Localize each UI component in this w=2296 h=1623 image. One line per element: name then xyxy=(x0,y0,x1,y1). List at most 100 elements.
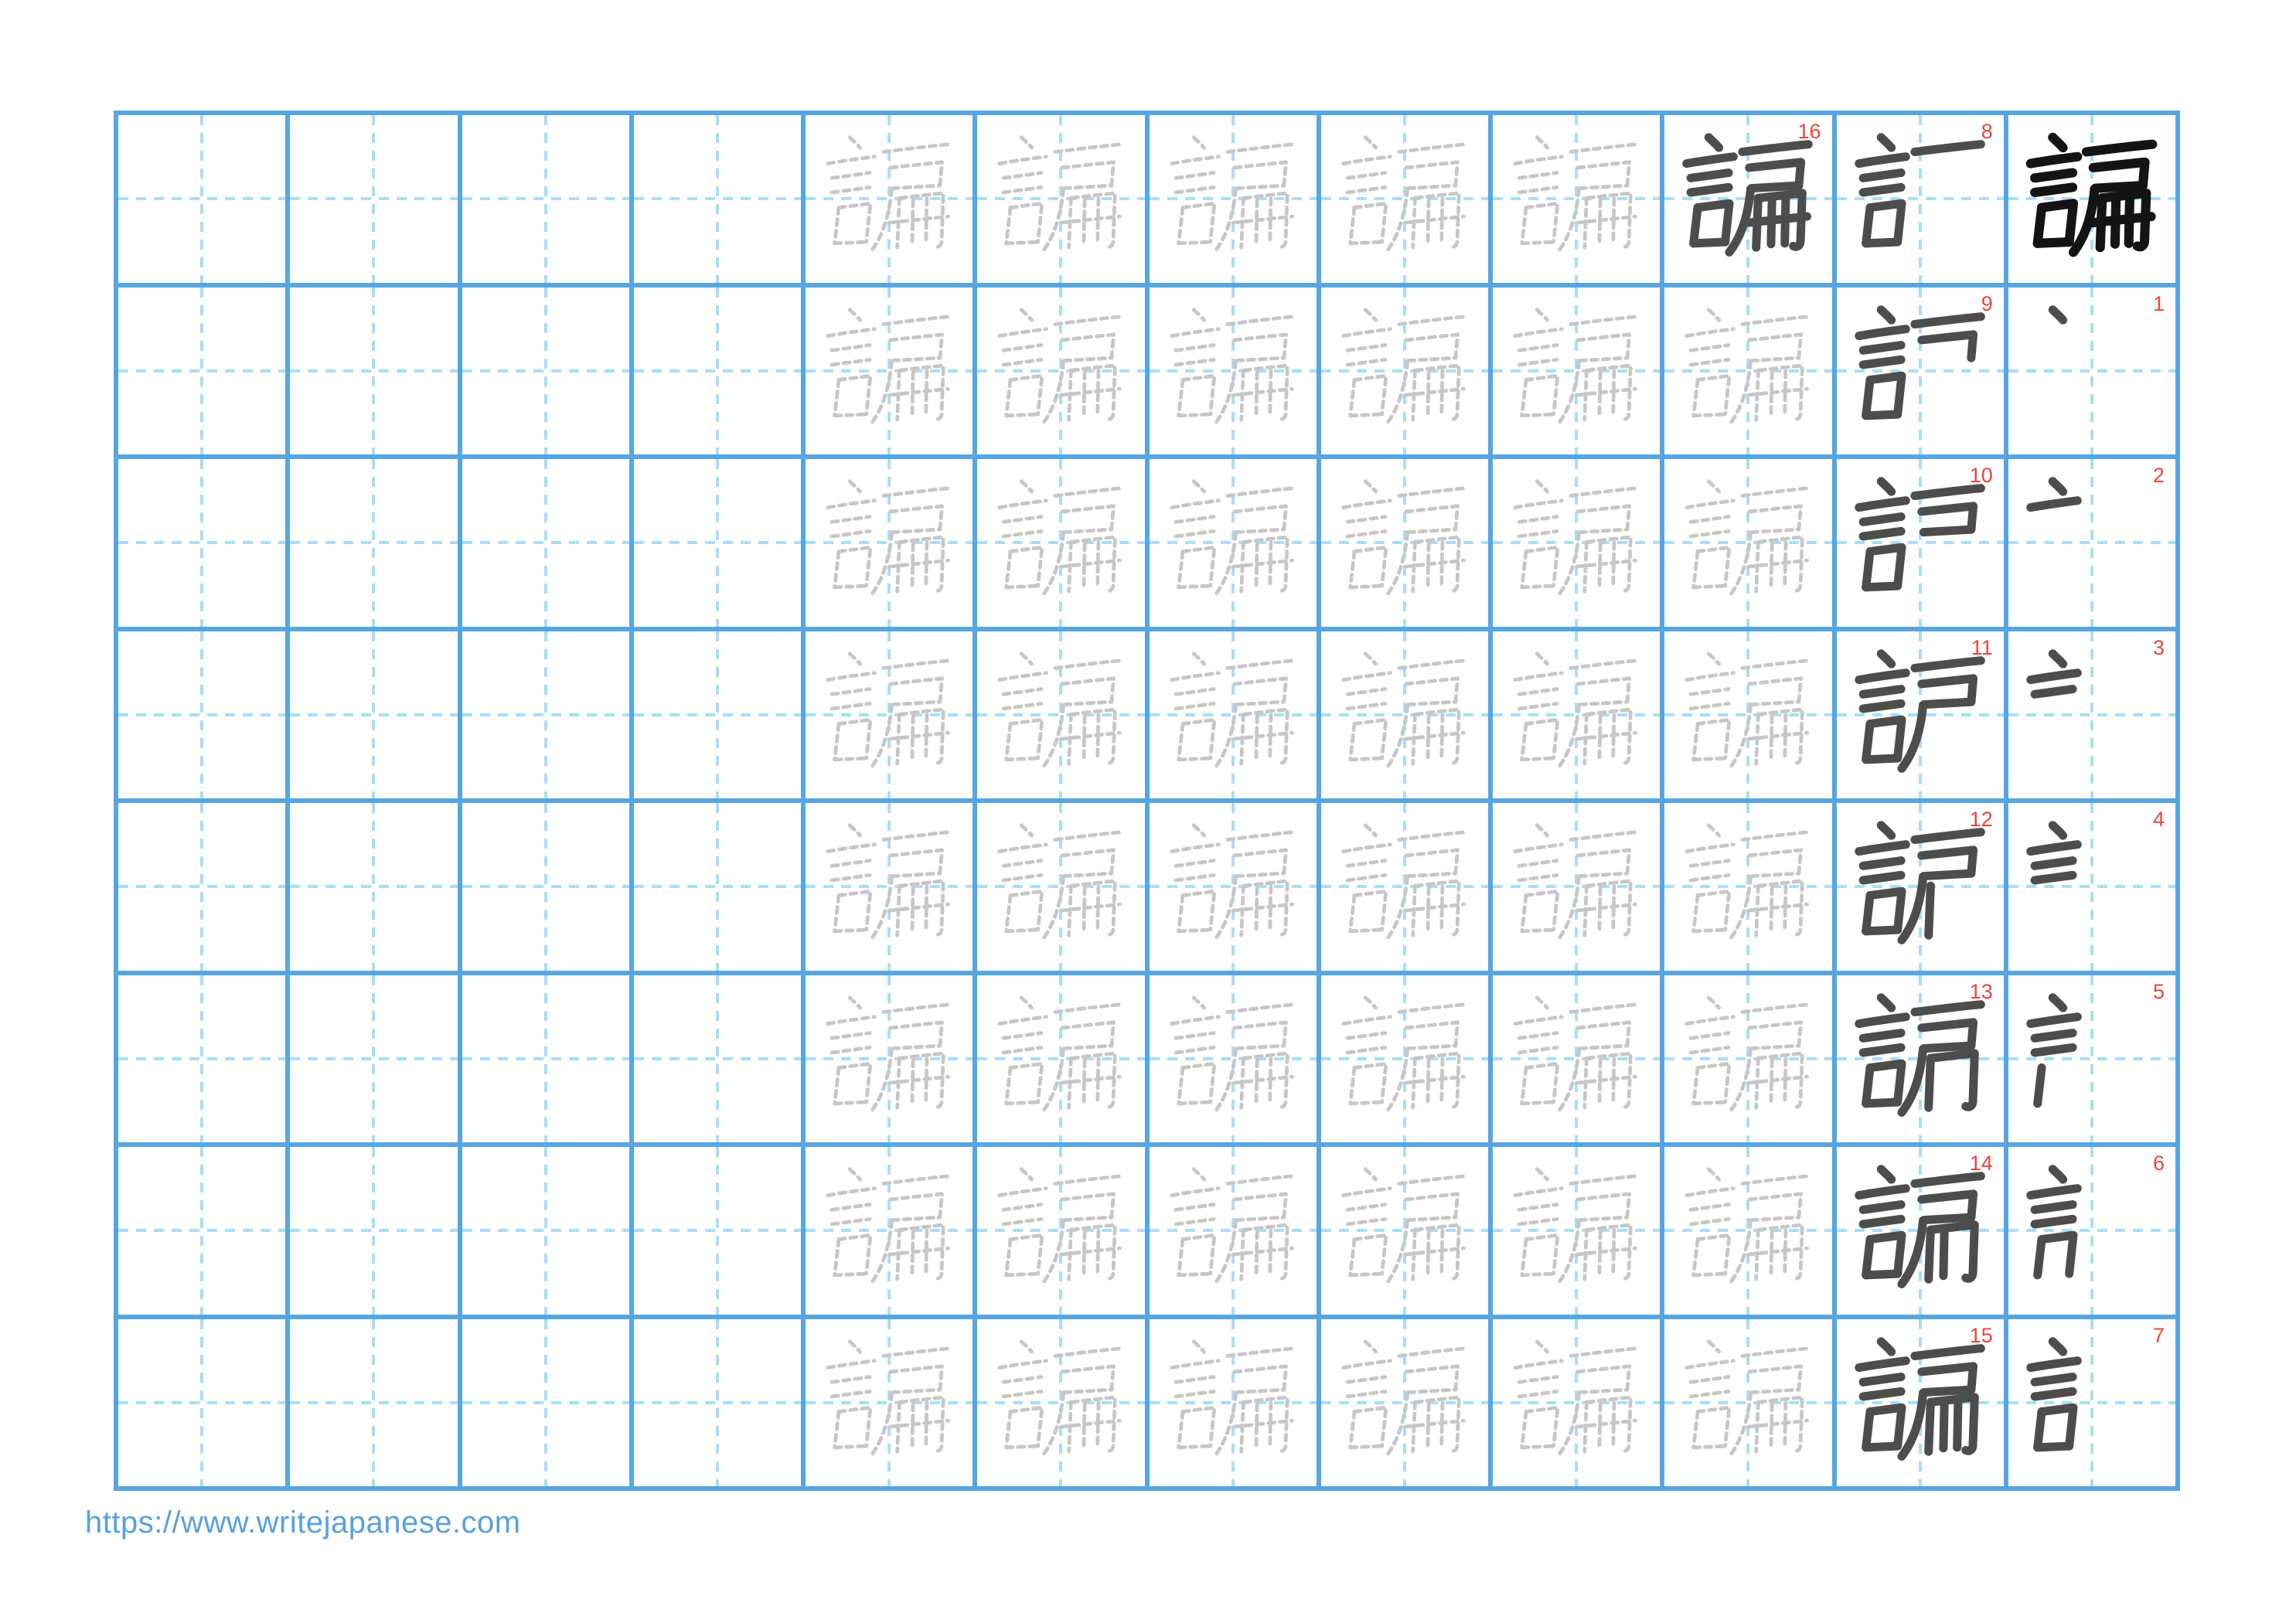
stroke-door-leg xyxy=(1384,1219,1409,1287)
center-guide-horizontal xyxy=(977,541,1145,545)
stroke-speech-mid-bar xyxy=(1689,515,1731,524)
center-guide-horizontal xyxy=(977,713,1145,716)
stroke-speech-top-bar xyxy=(1513,1015,1564,1026)
stroke-book-inner-2 xyxy=(1611,196,1616,246)
stroke-door-box-top-right xyxy=(1404,1192,1460,1220)
center-guide-horizontal xyxy=(290,1056,458,1060)
stroke-book-top-right-hook xyxy=(1757,1223,1805,1281)
stroke-speech-mid-bar xyxy=(1345,1203,1388,1212)
stroke-book-left xyxy=(1238,883,1245,937)
stroke-flat-top-bar xyxy=(1569,1002,1639,1014)
stroke-number: 15 xyxy=(1969,1323,1993,1347)
trace-practice-cell xyxy=(1662,972,1834,1145)
stroke-mouth-top-right xyxy=(1865,543,1906,590)
stroke-speech-top-bar xyxy=(1854,1012,1910,1028)
stroke-mouth-left xyxy=(2033,1235,2046,1280)
trace-practice-cell xyxy=(1662,628,1834,801)
center-guide-horizontal xyxy=(633,713,801,716)
stroke-speech-top-bar xyxy=(2026,1012,2082,1028)
stroke-book-left xyxy=(895,368,901,422)
stroke-mouth-left xyxy=(1348,377,1357,418)
stroke-book-top-right-hook xyxy=(1926,1049,1979,1111)
stroke-book-middle-bar xyxy=(1403,730,1466,741)
stroke-door-leg xyxy=(1384,1046,1409,1114)
stroke-speech-mid-bar xyxy=(1345,686,1388,696)
stroke-door-box-bottom xyxy=(1234,1387,1286,1394)
stroke-door-box-top-right xyxy=(1404,160,1460,188)
stroke-mouth-bottom xyxy=(1691,1100,1728,1106)
stroke-flat-top-bar xyxy=(1225,1346,1296,1358)
stroke-speech-mid-bar xyxy=(1345,515,1388,524)
trace-practice-cell xyxy=(1318,284,1490,457)
stroke-book-inner-2 xyxy=(1267,196,1272,246)
stroke-speech-top-bar xyxy=(1854,496,1910,512)
stroke-speech-top-bar xyxy=(997,1015,1049,1026)
stroke-speech-low-bar xyxy=(829,701,872,711)
stroke-door-box-bottom xyxy=(1749,1043,1801,1050)
stroke-mouth-top-right xyxy=(1693,199,1734,247)
empty-practice-cell xyxy=(631,1145,803,1317)
trace-practice-cell xyxy=(975,628,1147,801)
trace-kanji-glyph xyxy=(997,1339,1124,1458)
stroke-speech-low-bar xyxy=(2030,871,2077,885)
center-guide-horizontal xyxy=(118,541,286,545)
stroke-mouth-left xyxy=(2033,1407,2046,1452)
stroke-book-top-right-hook xyxy=(898,1395,945,1453)
stroke-step-cell: 10 xyxy=(1834,457,2006,629)
trace-kanji-glyph xyxy=(1685,1339,1811,1458)
stroke-book-left xyxy=(1582,883,1589,937)
center-guide-horizontal xyxy=(977,885,1145,889)
stroke-book-left xyxy=(1067,539,1074,594)
stroke-door-leg xyxy=(1555,187,1582,255)
stroke-book-middle-bar xyxy=(1059,902,1122,913)
stroke-speech-top-bar xyxy=(1513,842,1564,854)
stroke-book-middle-bar xyxy=(1575,214,1638,225)
stroke-mouth-left xyxy=(1176,893,1185,934)
stroke-speech-dot xyxy=(1363,652,1378,666)
stroke-door-box-bottom xyxy=(1405,1215,1458,1223)
stroke-speech-dot xyxy=(1363,823,1378,838)
empty-practice-cell xyxy=(288,801,460,973)
empty-practice-cell xyxy=(459,1145,632,1317)
center-guide-horizontal xyxy=(462,541,629,545)
stroke-mouth-bottom xyxy=(1004,1271,1041,1278)
stroke-step-cell: 14 xyxy=(1834,1145,2006,1317)
stroke-mouth-left xyxy=(1004,377,1013,418)
stroke-speech-top-bar xyxy=(1685,1359,1736,1370)
trace-practice-cell xyxy=(1318,1145,1490,1317)
trace-kanji-glyph xyxy=(826,1167,952,1287)
stroke-flat-top-bar xyxy=(1569,658,1639,670)
stroke-speech-mid-bar xyxy=(829,515,872,524)
stroke-flat-top-bar xyxy=(1569,486,1639,498)
stroke-speech-low-bar xyxy=(829,1389,872,1399)
stroke-door-leg xyxy=(868,531,894,599)
trace-kanji-glyph xyxy=(1170,1167,1296,1287)
stroke-book-middle-bar xyxy=(1403,214,1466,225)
stroke-door-box-top-right xyxy=(888,676,945,704)
stroke-book-inner-1 xyxy=(1939,1400,1949,1453)
trace-kanji-glyph xyxy=(1513,1167,1639,1287)
stroke-mouth-top-right xyxy=(1865,886,1906,934)
stroke-door-leg xyxy=(1384,703,1409,771)
trace-practice-cell xyxy=(1490,1145,1663,1317)
stroke-speech-dot xyxy=(1191,823,1206,838)
stroke-mouth-top-right xyxy=(1352,373,1388,417)
stroke-speech-top-bar xyxy=(2026,668,2082,684)
stroke-door-leg xyxy=(1212,1046,1238,1114)
stroke-book-top-right-hook xyxy=(1757,1051,1805,1109)
stroke-mouth-top-right xyxy=(1180,717,1216,760)
trace-kanji-glyph xyxy=(1513,652,1639,771)
center-guide-horizontal xyxy=(1493,369,1661,373)
stroke-door-leg xyxy=(1897,1044,1927,1117)
stroke-door-box-top-right xyxy=(1232,1192,1288,1220)
stroke-book-inner-2 xyxy=(1267,1056,1272,1106)
stroke-number: 3 xyxy=(2152,635,2165,659)
stroke-door-leg xyxy=(1897,700,1927,773)
stroke-door-box-bottom xyxy=(1062,699,1114,706)
stroke-book-inner-2 xyxy=(1439,1400,1445,1450)
stroke-speech-top-bar xyxy=(997,1359,1049,1370)
stroke-mouth-top-right xyxy=(1865,1230,1906,1278)
stroke-flat-top-bar xyxy=(1053,1346,1124,1358)
trace-kanji-glyph xyxy=(1341,652,1467,771)
stroke-speech-mid-bar xyxy=(1345,342,1388,352)
